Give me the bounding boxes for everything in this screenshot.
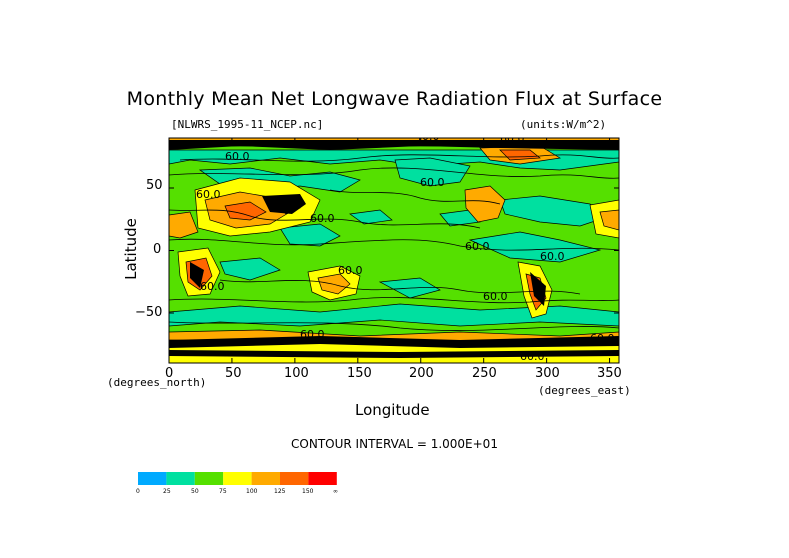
contour-label: 60.0 — [225, 150, 250, 163]
contour-label: 60.0 — [310, 212, 335, 225]
x-tick-label: 50 — [225, 366, 242, 381]
contour-label: 60.0 — [500, 132, 525, 145]
x-tick-label: 250 — [472, 366, 497, 381]
contour-line — [329, 189, 501, 205]
contour-band — [169, 336, 619, 348]
contour-line — [169, 297, 619, 304]
contour-label: 60.0 — [540, 250, 565, 263]
contour-band — [262, 194, 306, 214]
x-tick-label: 0 — [165, 366, 174, 381]
low-region — [349, 209, 393, 225]
low-region — [279, 223, 341, 247]
contour-line — [169, 209, 481, 229]
colorbar-tick: 150 — [302, 488, 314, 495]
high-region — [599, 209, 619, 231]
contour-band — [530, 272, 546, 306]
y-tick-label: 50 — [146, 178, 163, 193]
contour-line — [179, 154, 619, 162]
contour-line — [169, 321, 619, 331]
low-region — [394, 157, 471, 187]
high-region — [169, 211, 199, 239]
contour-label: 60.0 — [196, 188, 221, 201]
contour-line — [169, 167, 619, 179]
colorbar-tick: 75 — [219, 488, 227, 495]
contour-label: 40.0 — [415, 130, 440, 143]
contour-band — [169, 140, 619, 150]
y-axis-label: Latitude — [122, 218, 140, 280]
contour-label: 60.0 — [420, 176, 445, 189]
contour-label: 60.0 — [338, 264, 363, 277]
contour-label-group: 40.0 60.0 60.0 60.0 60.0 60.0 60.0 60.0 … — [196, 130, 615, 363]
low-region — [219, 257, 281, 281]
contour-label: 60.0 — [520, 350, 545, 363]
contour-label: 60.0 — [483, 290, 508, 303]
dense-contour-bands — [169, 140, 619, 358]
y-tick-label: 0 — [153, 242, 162, 257]
colorbar-tick: 50 — [191, 488, 199, 495]
units-label: (units:W/m^2) — [520, 118, 607, 131]
high-region — [464, 185, 506, 223]
contour-label: 60.0 — [465, 240, 490, 253]
contour-label: 60.0 — [200, 280, 225, 293]
x-tick-label: 200 — [409, 366, 434, 381]
contour-line — [219, 279, 581, 295]
colorbar-tick: 25 — [163, 488, 171, 495]
y-unit-label: (degrees_north) — [107, 376, 207, 389]
x-tick-label: 350 — [597, 366, 622, 381]
high-region — [224, 201, 267, 221]
contour-label: 60.0 — [300, 328, 325, 341]
source-file-label: [NLWRS_1995-11_NCEP.nc] — [171, 118, 324, 131]
contour-line — [169, 238, 619, 251]
contour-interval-note: CONTOUR INTERVAL = 1.000E+01 — [291, 437, 498, 451]
x-axis-label: Longitude — [355, 401, 430, 419]
colorbar-tick: 125 — [274, 488, 286, 495]
low-region — [439, 209, 481, 227]
low-region — [468, 231, 602, 263]
x-unit-label: (degrees_east) — [538, 384, 631, 397]
tick-marks — [168, 138, 619, 363]
x-tick-label: 100 — [284, 366, 309, 381]
x-tick-label: 300 — [535, 366, 560, 381]
colorbar-tick: 0 — [136, 488, 140, 495]
y-tick-label: −50 — [135, 305, 163, 320]
contour-band — [190, 262, 204, 288]
contour-label: 60.0 — [590, 332, 615, 345]
colorbar-tick: 100 — [246, 488, 258, 495]
colorbar-tick: ∞ — [333, 488, 338, 495]
chart-title: Monthly Mean Net Longwave Radiation Flux… — [126, 88, 663, 110]
contour-band — [169, 350, 619, 358]
contour-lines — [169, 154, 619, 331]
x-tick-label: 150 — [347, 366, 372, 381]
